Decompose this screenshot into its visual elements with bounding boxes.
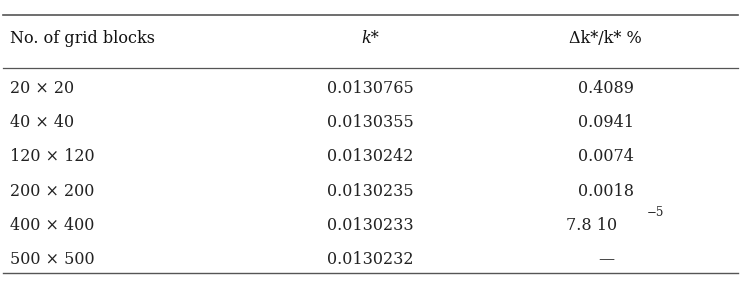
Text: 0.0074: 0.0074 <box>578 149 634 165</box>
Text: 0.4089: 0.4089 <box>578 80 634 97</box>
Text: 0.0130242: 0.0130242 <box>328 149 413 165</box>
Text: 7.8 10: 7.8 10 <box>565 217 617 234</box>
Text: Δk*/k* %: Δk*/k* % <box>570 30 642 47</box>
Text: 400 × 400: 400 × 400 <box>10 217 95 234</box>
Text: —: — <box>598 251 614 268</box>
Text: 20 × 20: 20 × 20 <box>10 80 74 97</box>
Text: 0.0130355: 0.0130355 <box>327 114 414 131</box>
Text: 0.0941: 0.0941 <box>578 114 634 131</box>
Text: 120 × 120: 120 × 120 <box>10 149 95 165</box>
Text: 0.0130235: 0.0130235 <box>328 183 413 199</box>
Text: No. of grid blocks: No. of grid blocks <box>10 30 155 47</box>
Text: 200 × 200: 200 × 200 <box>10 183 95 199</box>
Text: −5: −5 <box>646 206 664 219</box>
Text: 0.0130232: 0.0130232 <box>328 251 413 268</box>
Text: 0.0130233: 0.0130233 <box>328 217 413 234</box>
Text: k*: k* <box>362 30 379 47</box>
Text: 40 × 40: 40 × 40 <box>10 114 74 131</box>
Text: 0.0130765: 0.0130765 <box>327 80 414 97</box>
Text: 0.0018: 0.0018 <box>578 183 634 199</box>
Text: 500 × 500: 500 × 500 <box>10 251 95 268</box>
